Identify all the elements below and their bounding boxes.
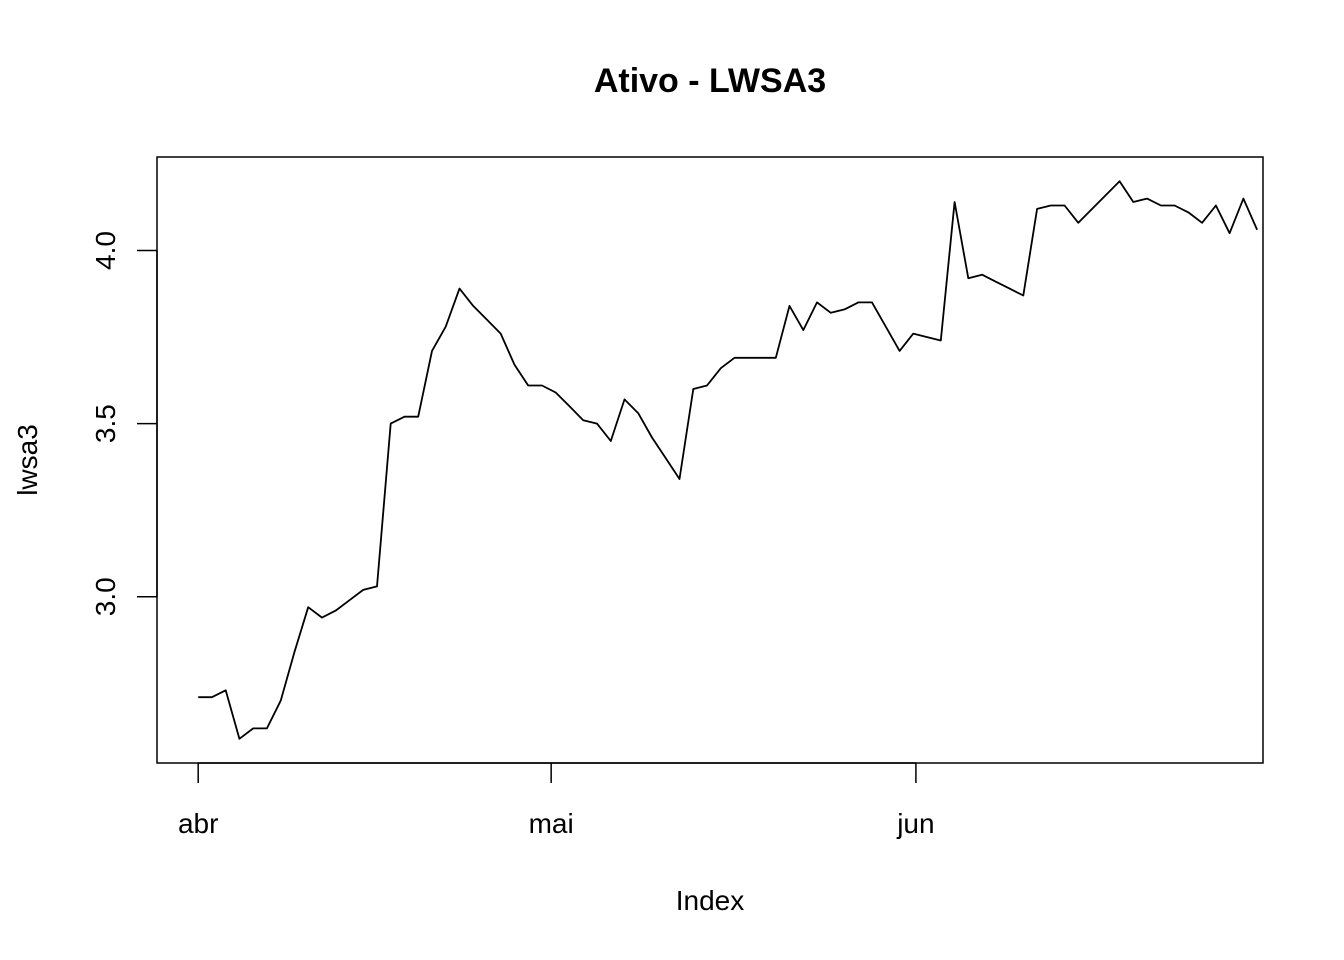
y-axis: 3.0 3.5 4.0	[90, 231, 158, 616]
x-tick-label: mai	[529, 808, 574, 839]
y-tick-label: 3.5	[90, 404, 121, 443]
series-line	[198, 180, 1258, 740]
y-tick-label: 4.0	[90, 231, 121, 270]
x-tick-label: abr	[178, 808, 218, 839]
chart-title: Ativo - LWSA3	[594, 62, 826, 100]
y-axis-label: lwsa3	[12, 424, 43, 496]
x-tick-label: jun	[896, 808, 934, 839]
plot-frame	[156, 156, 1264, 764]
x-axis-label: Index	[676, 885, 745, 916]
series-layer	[198, 180, 1258, 740]
y-tick-label: 3.0	[90, 577, 121, 616]
x-axis: abr mai jun	[178, 762, 935, 839]
